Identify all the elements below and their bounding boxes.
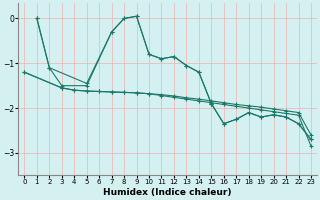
X-axis label: Humidex (Indice chaleur): Humidex (Indice chaleur) xyxy=(103,188,232,197)
